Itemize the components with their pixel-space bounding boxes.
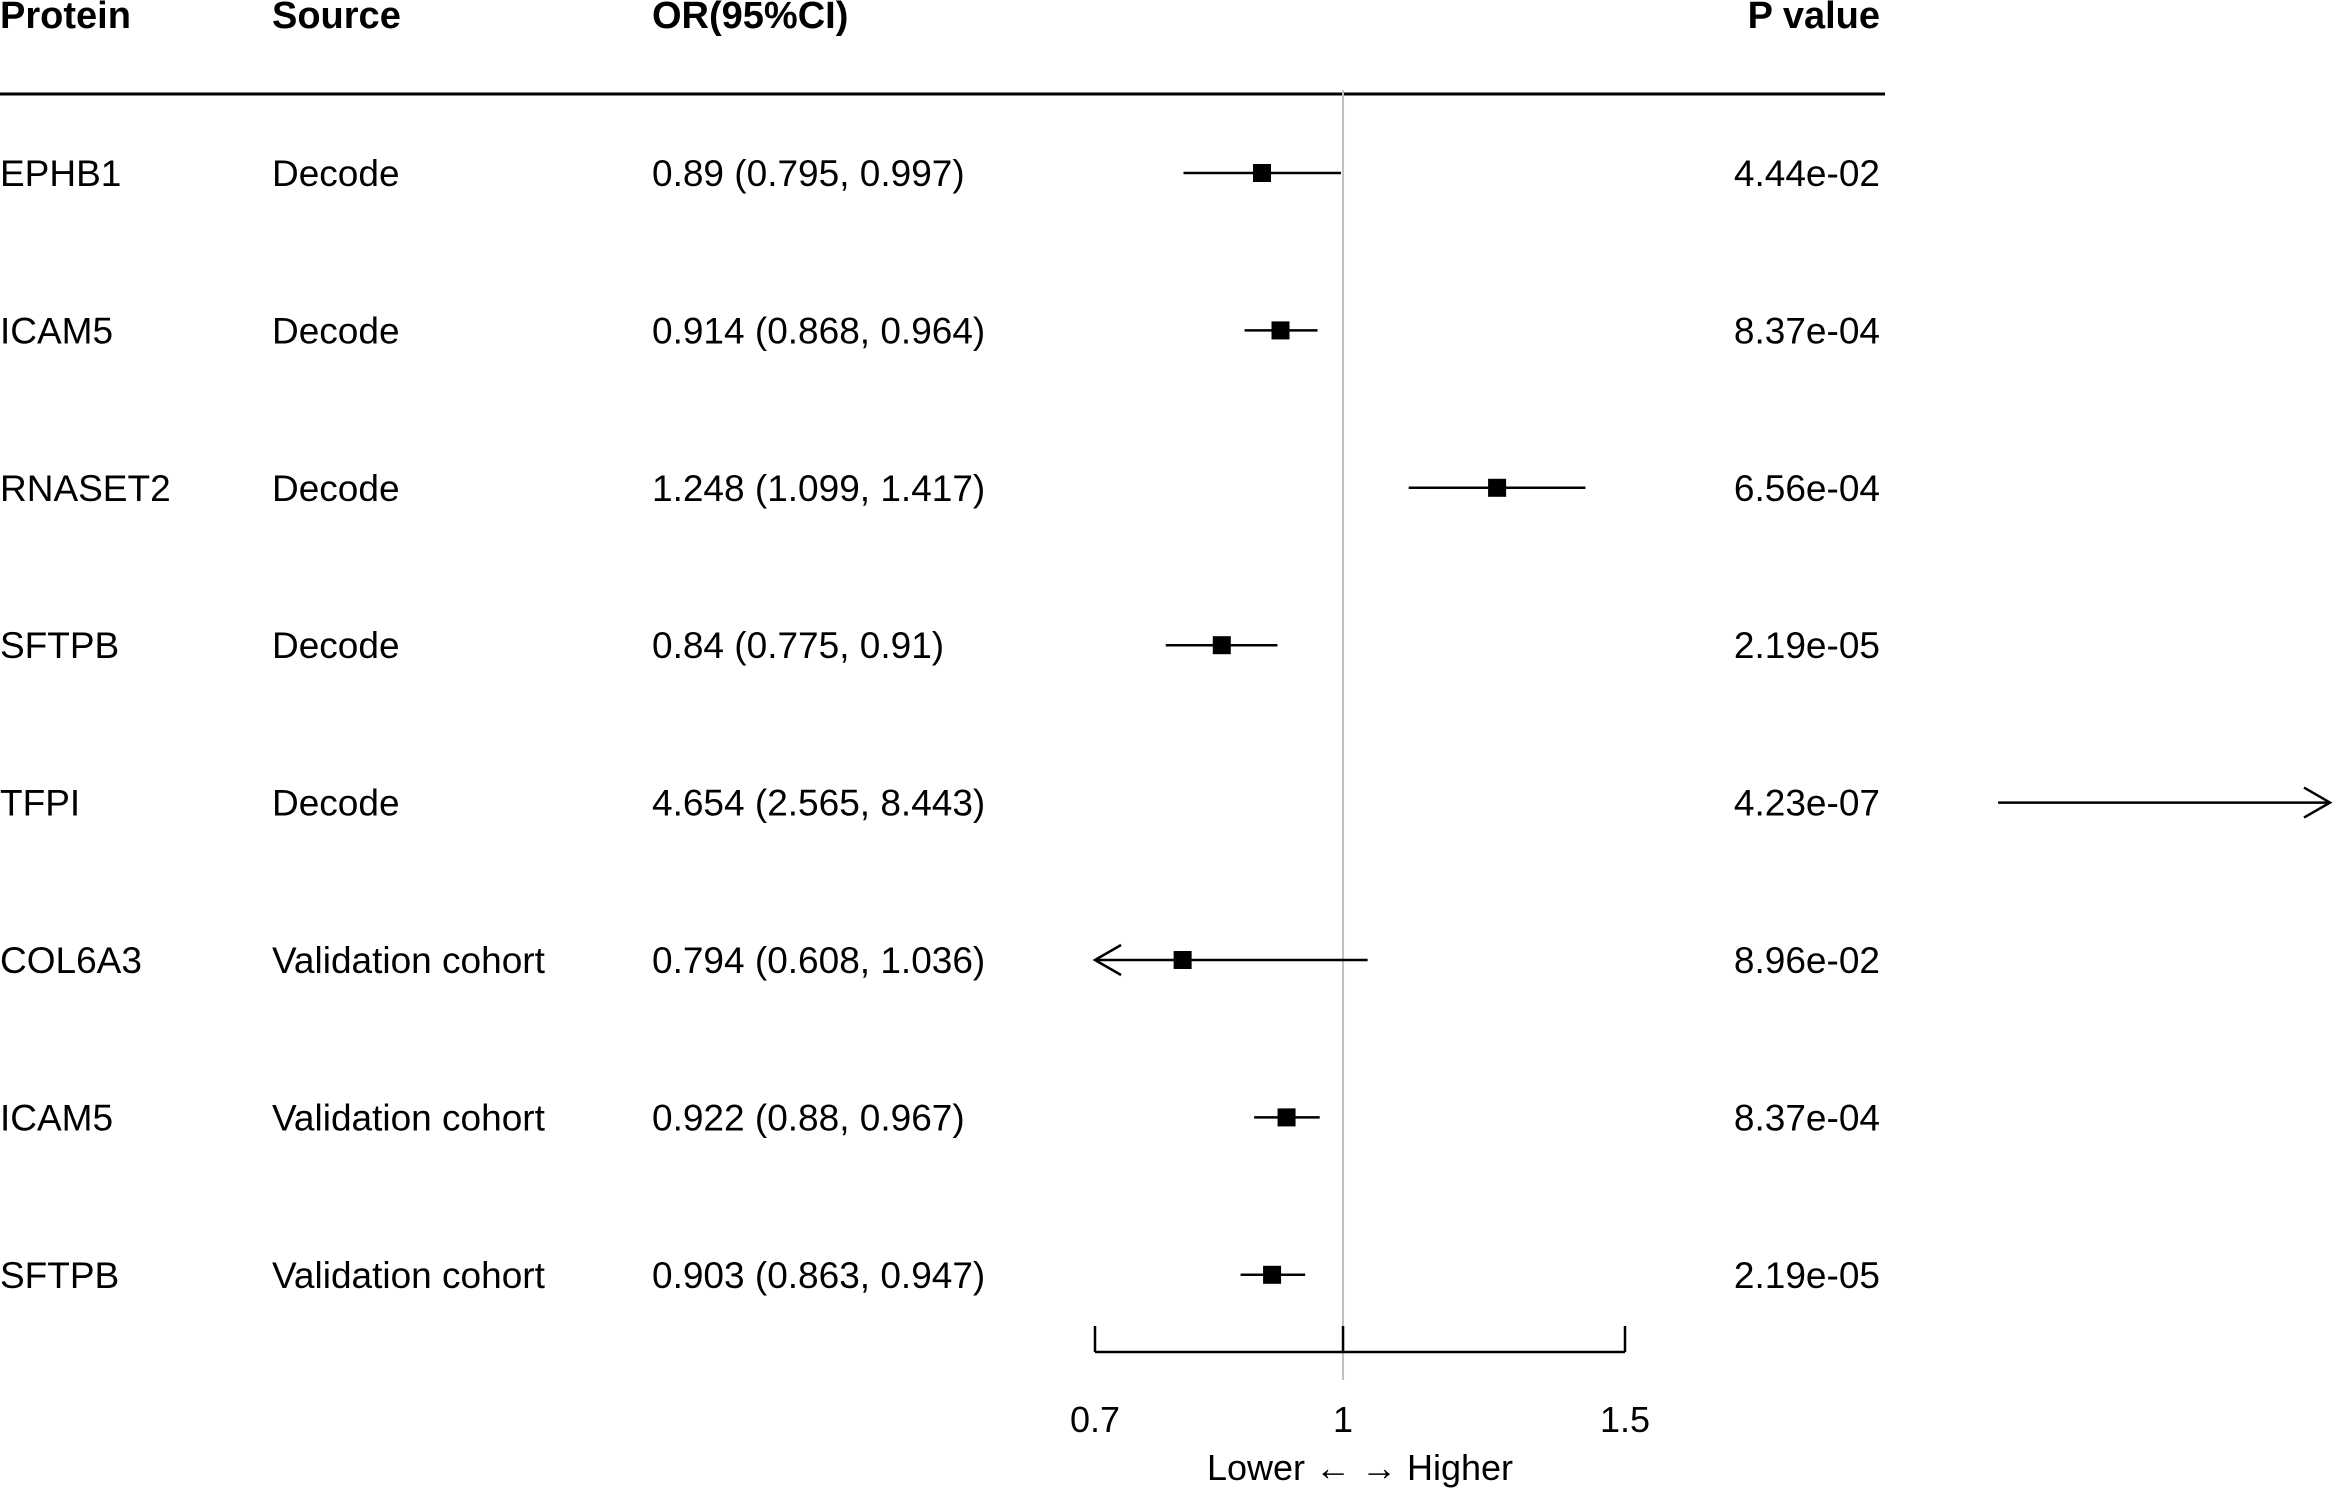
or-ci-cell: 0.914 (0.868, 0.964)	[652, 310, 985, 351]
ci-row-mark	[1254, 1108, 1320, 1127]
or-ci-cell: 4.654 (2.565, 8.443)	[652, 783, 985, 824]
or-ci-cell: 0.903 (0.863, 0.947)	[652, 1255, 985, 1296]
table-header: Protein Source OR(95%CI) P value	[0, 0, 1880, 37]
or-point	[1263, 1265, 1282, 1284]
header-or-ci: OR(95%CI)	[652, 0, 848, 37]
ci-row-mark	[1183, 164, 1341, 182]
source-cell: Validation cohort	[272, 1097, 546, 1138]
header-source: Source	[272, 0, 401, 37]
or-ci-cell: 0.794 (0.608, 1.036)	[652, 940, 985, 981]
source-cell: Validation cohort	[272, 940, 546, 981]
ci-row-mark	[1092, 943, 1368, 977]
or-ci-cell: 0.84 (0.775, 0.91)	[652, 625, 944, 666]
protein-cell: SFTPB	[0, 625, 119, 666]
header-protein: Protein	[0, 0, 131, 37]
source-cell: Decode	[272, 310, 400, 351]
header-p-value: P value	[1748, 0, 1880, 37]
table-row: EPHB1 Decode 0.89 (0.795, 0.997) 4.44e-02	[0, 153, 1880, 194]
p-value-cell: 4.23e-07	[1734, 783, 1880, 824]
p-value-cell: 2.19e-05	[1734, 1255, 1880, 1296]
or-point	[1173, 951, 1192, 969]
protein-cell: ICAM5	[0, 1097, 113, 1138]
source-cell: Decode	[272, 625, 400, 666]
or-ci-cell: 0.922 (0.88, 0.967)	[652, 1097, 965, 1138]
protein-cell: ICAM5	[0, 310, 113, 351]
p-value-cell: 8.96e-02	[1734, 940, 1880, 981]
or-ci-cell: 0.89 (0.795, 0.997)	[652, 153, 965, 194]
x-tick-label: 0.7	[1070, 1399, 1120, 1440]
table-row: TFPI Decode 4.654 (2.565, 8.443) 4.23e-07	[0, 783, 1880, 824]
ci-left-arrow	[1092, 943, 1122, 977]
source-cell: Validation cohort	[272, 1255, 546, 1296]
chart-marks	[1092, 164, 2333, 1284]
ci-row-mark	[1240, 1265, 1306, 1284]
ci-row-mark	[1165, 636, 1278, 655]
protein-cell: TFPI	[0, 783, 80, 824]
or-ci-cell: 1.248 (1.099, 1.417)	[652, 468, 985, 509]
x-axis: 0.7 1 1.5	[1070, 1326, 1650, 1440]
table-row: RNASET2 Decode 1.248 (1.099, 1.417) 6.56e-0…	[0, 468, 1880, 509]
or-point	[1277, 1108, 1296, 1127]
table-row: ICAM5 Decode 0.914 (0.868, 0.964) 8.37e-04	[0, 310, 1880, 351]
protein-cell: RNASET2	[0, 468, 171, 509]
x-tick-label: 1.5	[1600, 1399, 1650, 1440]
ci-row-mark	[1244, 321, 1318, 340]
p-value-cell: 6.56e-04	[1734, 468, 1880, 509]
source-cell: Decode	[272, 783, 400, 824]
or-point	[1488, 478, 1507, 497]
or-point	[1212, 636, 1231, 655]
protein-cell: COL6A3	[0, 940, 142, 981]
table-row: COL6A3 Validation cohort 0.794 (0.608, 1.0…	[0, 940, 1880, 981]
p-value-cell: 8.37e-04	[1734, 1097, 1880, 1138]
protein-cell: SFTPB	[0, 1255, 119, 1296]
p-value-cell: 8.37e-04	[1734, 310, 1880, 351]
x-axis-label: Lower ← → Higher	[1207, 1447, 1513, 1488]
p-value-cell: 4.44e-02	[1734, 153, 1880, 194]
table-row: ICAM5 Validation cohort 0.922 (0.88, 0.967…	[0, 1097, 1880, 1138]
source-cell: Decode	[272, 153, 400, 194]
x-tick-label: 1	[1333, 1399, 1353, 1440]
or-point	[1271, 321, 1290, 340]
or-point	[1252, 164, 1271, 182]
ci-row-mark	[1998, 786, 2333, 819]
table-row: SFTPB Decode 0.84 (0.775, 0.91) 2.19e-05	[0, 625, 1880, 666]
table-row: SFTPB Validation cohort 0.903 (0.863, 0.94…	[0, 1255, 1880, 1296]
source-cell: Decode	[272, 468, 400, 509]
p-value-cell: 2.19e-05	[1734, 625, 1880, 666]
ci-right-arrow	[2303, 786, 2333, 819]
ci-row-mark	[1408, 478, 1586, 497]
table-rows: EPHB1 Decode 0.89 (0.795, 0.997) 4.44e-02 IC…	[0, 153, 1880, 1296]
protein-cell: EPHB1	[0, 153, 121, 194]
